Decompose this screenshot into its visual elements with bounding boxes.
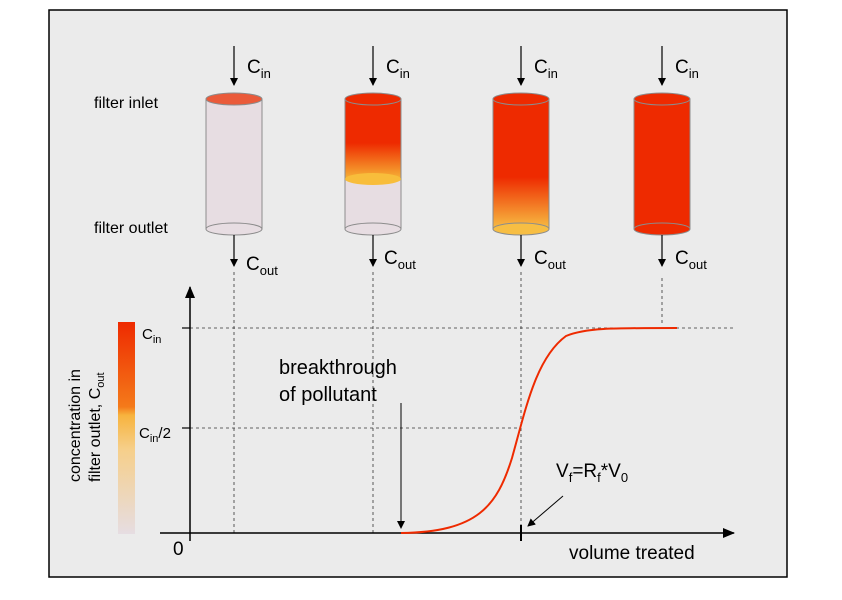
breakthrough-curve — [400, 327, 678, 534]
filter-saturated-zone-2 — [345, 99, 401, 179]
filter-column-2: Cin Cout — [344, 46, 416, 272]
filter-clean-zone-2 — [345, 179, 401, 229]
legend-half-label: Cin/2 — [139, 425, 171, 445]
c-in-label-3: Cin — [534, 57, 558, 81]
legend-cin-label: Cin — [142, 326, 161, 346]
c-out-label-1: Cout — [246, 254, 278, 278]
breakthrough-label-line2: of pollutant — [279, 384, 377, 406]
origin-label: 0 — [173, 539, 184, 560]
vf-arrow — [527, 495, 564, 527]
filter-column-3: Cin Cout — [492, 46, 566, 272]
c-out-label-4: Cout — [675, 248, 707, 272]
filter-body-1 — [206, 99, 262, 229]
filter-inlet-cap-1 — [205, 92, 263, 106]
filter-column-4: Cin Cout — [633, 46, 707, 272]
c-out-label-2: Cout — [384, 248, 416, 272]
breakthrough-label-line1: breakthrough — [279, 357, 397, 379]
saturation-front-2 — [345, 173, 401, 185]
vf-equation-label: Vf=Rf*V0 — [556, 461, 628, 485]
c-out-label-3: Cout — [534, 248, 566, 272]
filter-column-1: Cin Cout — [205, 46, 278, 278]
filter-body-4 — [634, 99, 690, 229]
concentration-color-bar — [118, 322, 135, 534]
c-in-label-4: Cin — [675, 57, 699, 81]
y-axis-title-line2: filter outlet, Cout — [87, 372, 107, 482]
c-in-label-1: Cin — [247, 57, 271, 81]
filter-inlet-label: filter inlet — [94, 95, 159, 112]
x-axis-label: volume treated — [569, 543, 695, 564]
filter-outlet-label: filter outlet — [94, 220, 168, 237]
y-axis-title-line1: concentration in — [67, 369, 84, 482]
y-axis-title: concentration in filter outlet, Cout — [67, 369, 107, 482]
c-in-label-2: Cin — [386, 57, 410, 81]
filter-body-3 — [493, 99, 549, 229]
